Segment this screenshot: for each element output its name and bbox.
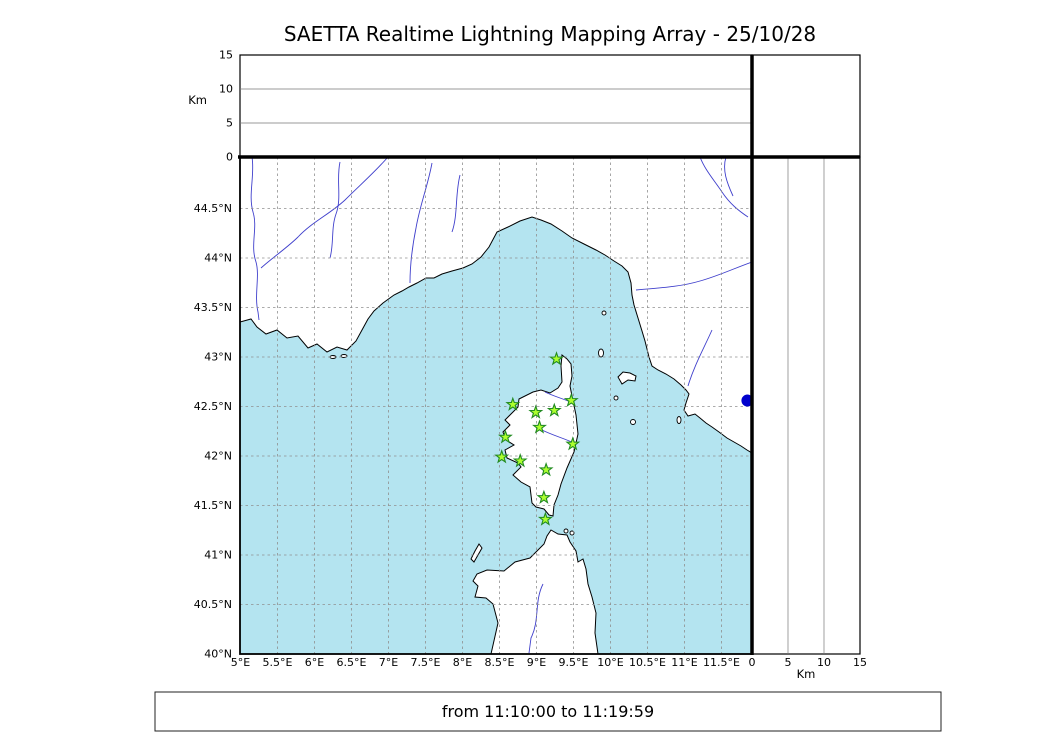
river-po-tributary <box>699 157 749 218</box>
maddalena-island-2 <box>569 530 575 536</box>
map-panel <box>240 157 752 654</box>
station-marker <box>532 419 548 434</box>
lma-stations <box>494 351 581 526</box>
capraia-island <box>598 348 604 358</box>
river-magra <box>724 157 734 197</box>
longitude-tick-labels: 5°E 5.5°E 6°E 6.5°E 7°E 7.5°E 8°E 8.5°E 9°E 9.5°E… <box>231 656 740 669</box>
river-small-france <box>451 174 461 233</box>
lat-tick-label: 43.5°N <box>194 301 232 314</box>
river-durance <box>260 157 389 269</box>
latitude-tick-labels: 40°N 40.5°N 41°N 41.5°N 42°N 42.5°N 43°N 43.5°N… <box>194 202 232 661</box>
lon-tick-label: 9°E <box>527 656 546 669</box>
river-rhone <box>250 157 260 321</box>
lat-tick-label: 40°N <box>204 648 232 661</box>
lat-tick-label: 43°N <box>204 351 232 364</box>
lon-tick-label: 11.5°E <box>703 656 740 669</box>
station-marker <box>549 351 564 366</box>
alt-lon-gridlines <box>240 88 752 124</box>
lat-tick-label: 44°N <box>204 252 232 265</box>
alt-tick-label: 15 <box>219 49 233 62</box>
montecristo-island <box>630 419 636 425</box>
sardinia-island <box>472 529 599 654</box>
alt-lon-panel <box>239 54 753 158</box>
alt-tick-label: 5 <box>226 117 233 130</box>
alt-lat-panel <box>751 156 861 655</box>
lon-tick-label: 10.5°E <box>629 656 666 669</box>
alt-tick-label: 0 <box>749 656 756 669</box>
altitude-axis-label-top: Km <box>188 93 207 107</box>
alt-tick-label: 5 <box>785 656 792 669</box>
lat-tick-label: 42°N <box>204 450 232 463</box>
alt-histogram-panel <box>751 54 861 158</box>
lon-tick-label: 10°E <box>597 656 623 669</box>
lon-tick-label: 8°E <box>453 656 472 669</box>
corsica-island <box>502 354 579 517</box>
station-marker <box>538 462 554 477</box>
alt-tick-label: 15 <box>853 656 867 669</box>
lon-tick-label: 7°E <box>379 656 398 669</box>
lon-tick-label: 6°E <box>305 656 324 669</box>
lat-tick-label: 40.5°N <box>194 598 232 611</box>
pianosa-island <box>613 395 619 401</box>
coastline-mainland <box>240 157 752 454</box>
river-ombrone <box>687 329 713 387</box>
time-range-box <box>154 691 942 732</box>
lightning-event-dot <box>741 394 752 407</box>
alt-tick-label: 0 <box>226 151 233 164</box>
alt-lat-tick-labels: 0 5 10 15 <box>749 656 868 669</box>
time-range-text: from 11:10:00 to 11:19:59 <box>442 702 654 721</box>
lon-tick-label: 11°E <box>671 656 697 669</box>
lightning-events <box>741 394 752 407</box>
station-marker <box>494 449 510 464</box>
landmasses <box>240 157 752 654</box>
station-marker <box>497 429 513 444</box>
giglio-island <box>676 416 682 424</box>
station-marker <box>505 396 521 411</box>
river-verdon <box>329 161 341 259</box>
river-var <box>409 162 433 284</box>
lat-tick-label: 41.5°N <box>194 499 232 512</box>
station-marker <box>563 392 579 407</box>
altitude-axis-label-right: Km <box>797 667 816 681</box>
station-marker <box>536 489 552 504</box>
map-grid <box>240 157 752 654</box>
station-marker <box>537 511 553 526</box>
lon-tick-label: 6.5°E <box>337 656 367 669</box>
lon-tick-label: 7.5°E <box>411 656 441 669</box>
lat-tick-label: 42.5°N <box>194 400 232 413</box>
alt-lon-tick-labels: 0 5 10 15 <box>219 49 233 164</box>
station-marker <box>512 453 528 468</box>
maddalena-island-1 <box>563 528 569 534</box>
alt-tick-label: 10 <box>219 83 233 96</box>
lat-tick-label: 44.5°N <box>194 202 232 215</box>
lon-tick-label: 5.5°E <box>263 656 293 669</box>
alt-lat-gridlines <box>787 157 825 654</box>
gorgona-island <box>601 310 607 316</box>
river-arno <box>635 261 752 291</box>
lon-tick-label: 5°E <box>231 656 250 669</box>
lon-tick-label: 9.5°E <box>559 656 589 669</box>
station-marker <box>546 402 562 417</box>
lon-tick-label: 8.5°E <box>485 656 515 669</box>
lat-tick-label: 41°N <box>204 549 232 562</box>
station-marker <box>565 436 581 451</box>
station-marker <box>528 404 544 419</box>
elba-island <box>617 371 637 385</box>
alt-tick-label: 10 <box>817 656 831 669</box>
chart-title: SAETTA Realtime Lightning Mapping Array … <box>284 22 816 46</box>
